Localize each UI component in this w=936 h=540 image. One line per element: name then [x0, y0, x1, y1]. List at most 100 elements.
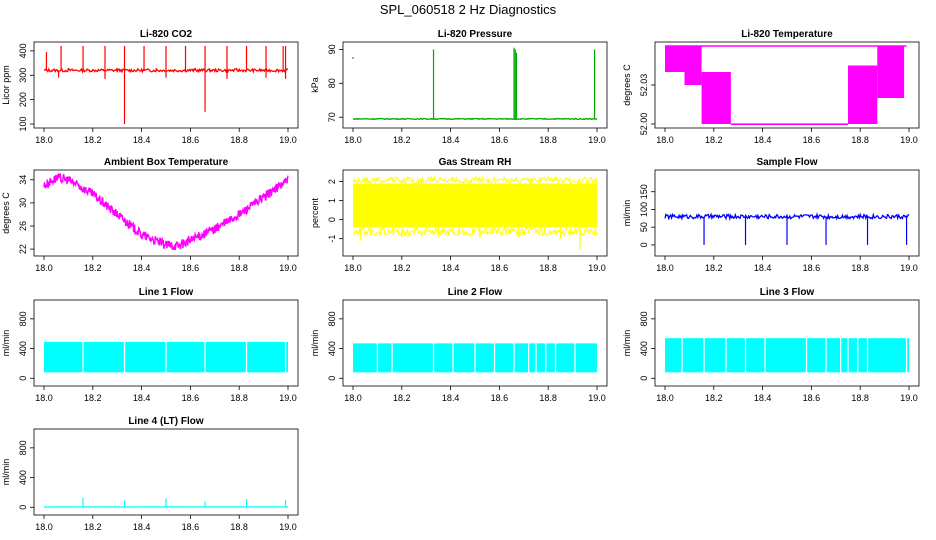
y-tick-label: 800 — [18, 440, 28, 455]
x-tick-label: 18.4 — [133, 393, 151, 403]
x-tick-label: 18.8 — [851, 263, 869, 273]
y-tick-label: 90 — [327, 44, 337, 54]
y-axis-label: ml/min — [1, 459, 11, 486]
chart-title: Li-820 Temperature — [741, 29, 833, 40]
y-tick-label: 400 — [18, 43, 28, 58]
chart-title: Li-820 CO2 — [140, 29, 193, 40]
x-tick-label: 18.0 — [35, 393, 53, 403]
data-band — [665, 46, 685, 72]
chart-title: Line 4 (LT) Flow — [128, 416, 204, 427]
y-tick-label: 52.00 — [639, 113, 649, 136]
chart-panel-5: Gas Stream RH percent 18.0 18.2 18.4 18.6 18.8… — [310, 157, 608, 273]
x-tick-label: 18.2 — [393, 135, 411, 145]
y-tick-label: 52.03 — [639, 74, 649, 97]
y-tick-label: 50 — [639, 222, 649, 232]
chart-title: Line 1 Flow — [139, 287, 194, 298]
x-tick-label: 18.6 — [491, 263, 509, 273]
data-line — [43, 172, 289, 251]
data-line — [353, 117, 598, 121]
y-tick-label: 30 — [18, 198, 28, 208]
chart-panel-3: Li-820 Temperature degrees C 18.0 18.2 18.4 1… — [622, 29, 920, 145]
data-band — [848, 65, 878, 124]
y-tick-label: 80 — [327, 78, 337, 88]
x-tick-label: 18.8 — [539, 393, 557, 403]
plot-frame — [33, 428, 299, 516]
y-axis-label: ml/min — [1, 330, 11, 357]
x-tick-label: 19.0 — [900, 135, 918, 145]
x-tick-label: 18.4 — [442, 135, 460, 145]
y-tick-label: 0 — [327, 376, 337, 381]
data-band — [877, 46, 905, 98]
x-tick-label: 18.4 — [442, 393, 460, 403]
x-tick-label: 18.6 — [803, 263, 821, 273]
x-tick-label: 19.0 — [588, 393, 606, 403]
plot-frame — [33, 299, 299, 387]
x-tick-label: 18.4 — [754, 135, 772, 145]
plot-frame — [342, 169, 608, 257]
chart-panel-10: Line 4 (LT) Flow ml/min 18.0 18.2 18.4 18.6 18… — [1, 416, 299, 532]
x-tick-label: 19.0 — [900, 393, 918, 403]
x-tick-label: 19.0 — [588, 263, 606, 273]
data-line — [352, 175, 598, 186]
x-tick-label: 18.4 — [133, 263, 151, 273]
data-line — [664, 212, 910, 222]
x-tick-label: 18.0 — [35, 135, 53, 145]
x-tick-label: 18.0 — [656, 393, 674, 403]
chart-title: Line 2 Flow — [448, 287, 503, 298]
x-tick-label: 18.2 — [393, 263, 411, 273]
x-tick-label: 18.8 — [851, 393, 869, 403]
y-tick-label: 26 — [18, 221, 28, 231]
x-tick-label: 18.2 — [84, 393, 102, 403]
chart-title: Gas Stream RH — [439, 157, 512, 168]
chart-title: Li-820 Pressure — [438, 29, 513, 40]
x-tick-label: 18.0 — [656, 135, 674, 145]
x-tick-label: 18.0 — [344, 135, 362, 145]
y-axis-label: percent — [310, 197, 320, 228]
x-tick-label: 19.0 — [900, 263, 918, 273]
y-tick-label: 800 — [327, 311, 337, 326]
x-tick-label: 18.0 — [35, 263, 53, 273]
x-tick-label: 18.6 — [182, 522, 200, 532]
x-tick-label: 18.0 — [344, 393, 362, 403]
chart-panel-7: Line 1 Flow ml/min 18.0 18.2 18.4 18.6 18.8 19.… — [1, 287, 299, 403]
plot-frame — [342, 41, 608, 129]
chart-panel-9: Line 3 Flow ml/min 18.0 18.2 18.4 18.6 18.8 19.… — [622, 287, 920, 403]
x-tick-label: 18.4 — [442, 263, 460, 273]
y-axis-label: degrees C — [1, 192, 11, 234]
y-tick-label: 400 — [18, 470, 28, 485]
x-tick-label: 18.6 — [491, 393, 509, 403]
data-point — [352, 56, 354, 59]
x-tick-label: 18.4 — [133, 135, 151, 145]
plot-frame — [33, 41, 299, 129]
y-tick-label: 0 — [327, 217, 337, 222]
x-tick-label: 18.2 — [393, 393, 411, 403]
x-tick-label: 18.0 — [344, 263, 362, 273]
x-tick-label: 19.0 — [279, 263, 297, 273]
data-line — [352, 225, 598, 238]
x-tick-label: 18.4 — [754, 393, 772, 403]
y-tick-label: 400 — [327, 341, 337, 356]
chart-title: Line 3 Flow — [760, 287, 815, 298]
y-tick-label: 0 — [639, 376, 649, 381]
x-tick-label: 18.8 — [230, 263, 248, 273]
x-tick-label: 19.0 — [279, 135, 297, 145]
x-tick-label: 18.6 — [182, 135, 200, 145]
x-tick-label: 18.2 — [705, 263, 723, 273]
y-axis-label: kPa — [310, 77, 320, 93]
y-tick-label: 150 — [639, 184, 649, 199]
data-band — [701, 72, 731, 124]
x-tick-label: 18.4 — [754, 263, 772, 273]
x-tick-label: 19.0 — [279, 522, 297, 532]
y-axis-label: degrees C — [622, 64, 632, 106]
x-tick-label: 18.6 — [803, 135, 821, 145]
chart-panel-6: Sample Flow ml/min 18.0 18.2 18.4 18.6 18.8 19.… — [622, 157, 920, 273]
y-tick-label: 100 — [18, 116, 28, 131]
chart-panel-8: Line 2 Flow ml/min 18.0 18.2 18.4 18.6 18.8 19.… — [310, 287, 608, 403]
plot-frame — [654, 169, 920, 257]
x-tick-label: 18.6 — [182, 393, 200, 403]
y-tick-label: -1 — [327, 235, 337, 243]
y-tick-label: 800 — [639, 311, 649, 326]
plot-frame — [654, 299, 920, 387]
y-axis-label: ml/min — [622, 200, 632, 227]
